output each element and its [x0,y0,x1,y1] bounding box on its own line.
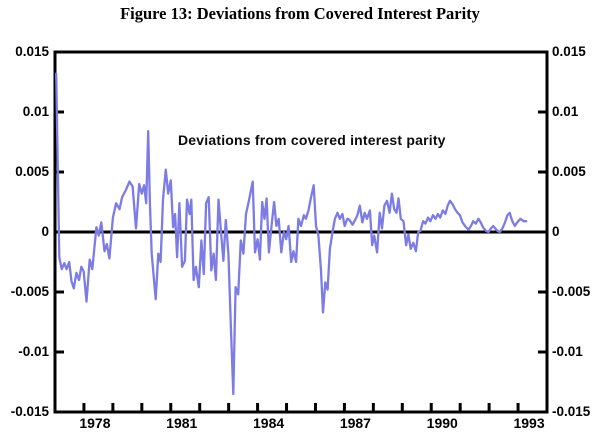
y-axis-label-right: 0.01 [552,104,579,119]
y-axis-label-right: -0.015 [552,404,591,419]
y-axis-label-left: -0.015 [10,404,49,419]
y-axis-label-right: 0 [552,224,560,239]
x-axis-label: 1981 [166,415,198,431]
y-axis-label-right: 0.015 [552,44,586,59]
chart-annotation: Deviations from covered interest parity [178,132,446,148]
y-axis-label-left: 0.015 [15,44,49,59]
x-axis-label: 1984 [253,415,285,431]
figure-title: Figure 13: Deviations from Covered Inter… [120,4,480,23]
y-axis-label-right: -0.01 [552,344,583,359]
y-axis-label-right: -0.005 [552,284,591,299]
x-axis-label: 1987 [339,415,371,431]
y-axis-label-left: 0.005 [15,164,49,179]
cip-deviation-series [55,72,528,396]
y-axis-label-left: -0.01 [18,344,49,359]
y-axis-label-left: 0.01 [22,104,49,119]
y-axis-label-left: -0.005 [10,284,49,299]
x-axis-label: 1993 [513,415,545,431]
y-axis-label-right: 0.005 [552,164,586,179]
x-axis-label: 1978 [79,415,111,431]
y-axis-label-left: 0 [41,224,49,239]
x-axis-label: 1990 [426,415,458,431]
